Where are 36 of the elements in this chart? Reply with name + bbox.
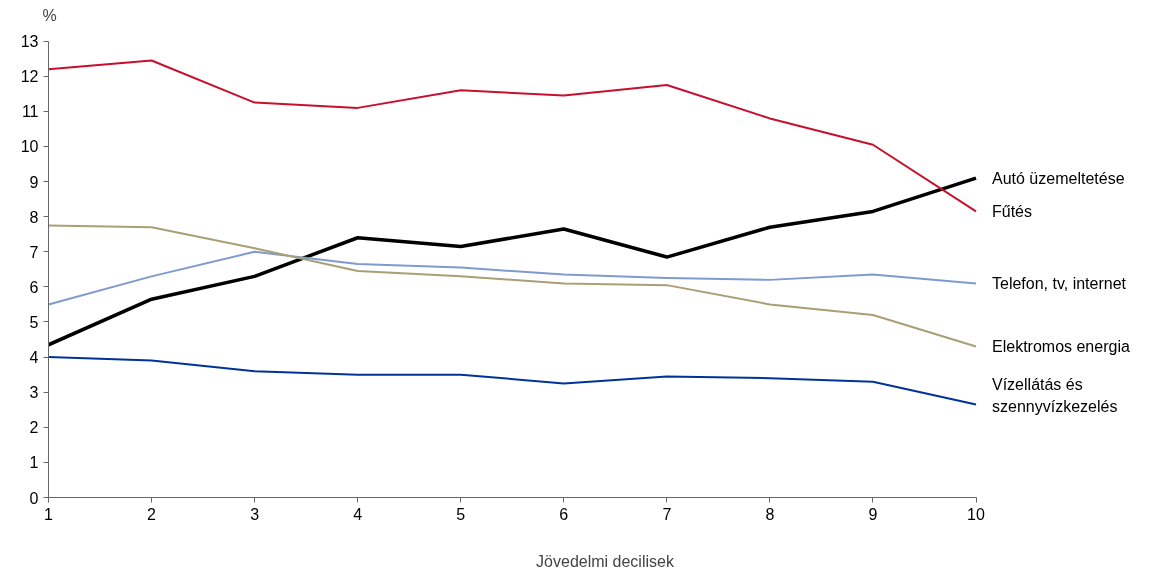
line-series xyxy=(48,59,977,213)
y-axis-title: % xyxy=(42,6,57,24)
series-label: Vízellátás és szennyvízkezelés xyxy=(992,376,1118,415)
y-tick-label: 7 xyxy=(29,243,39,261)
x-tick-label: 8 xyxy=(765,505,775,523)
line-series xyxy=(48,250,977,306)
y-tick-label: 3 xyxy=(29,384,39,402)
y-tick-label: 10 xyxy=(20,138,39,156)
y-tick-label: 5 xyxy=(29,314,39,331)
y-tick-label: 6 xyxy=(29,278,39,296)
x-tick-label: 7 xyxy=(662,505,672,523)
series-label: Elektromos energia xyxy=(992,338,1130,356)
y-tick-label: 13 xyxy=(20,33,39,51)
series-label: Fűtés xyxy=(992,202,1033,220)
x-tick-label: 6 xyxy=(559,505,569,523)
x-tick-label: 2 xyxy=(147,505,157,523)
y-tick-label: 0 xyxy=(29,489,39,507)
series-label: Telefon, tv, internet xyxy=(992,274,1127,292)
x-axis-title: Jövedelmi decilisek xyxy=(536,552,675,570)
x-tick-label: 1 xyxy=(44,505,54,523)
x-tick-label: 10 xyxy=(967,505,985,523)
y-tick-label: 4 xyxy=(29,349,39,367)
x-tick-label: 9 xyxy=(868,505,878,523)
line-series xyxy=(48,176,978,347)
x-tick-label: 4 xyxy=(353,505,363,523)
y-tick-label: 2 xyxy=(29,419,39,437)
line-series xyxy=(48,224,977,348)
y-tick-label: 8 xyxy=(29,208,39,226)
x-tick-label: 3 xyxy=(250,505,260,523)
x-tick-label: 5 xyxy=(456,505,466,523)
series-label: Autó üzemeltetése xyxy=(992,169,1125,187)
line-series xyxy=(48,356,977,406)
y-tick-label: 1 xyxy=(29,454,39,472)
y-tick-label: 9 xyxy=(29,173,39,191)
y-tick-label: 11 xyxy=(21,103,39,121)
y-tick-label: 12 xyxy=(20,68,39,86)
